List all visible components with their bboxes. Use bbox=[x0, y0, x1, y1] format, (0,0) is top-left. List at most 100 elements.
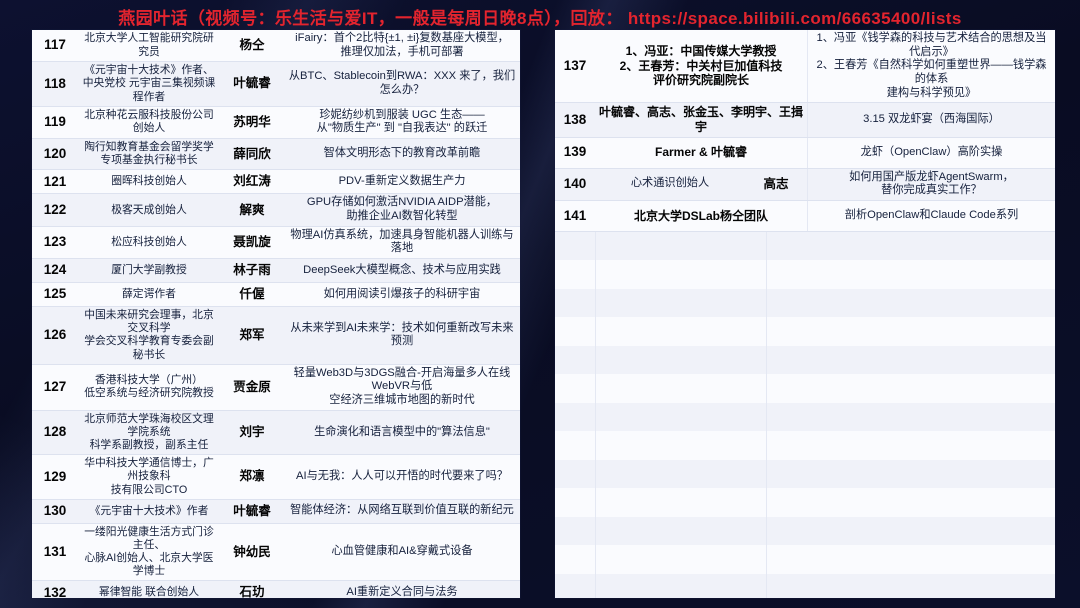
episode-number: 139 bbox=[563, 144, 587, 160]
table-row: 128 北京师范大学珠海校区文理学院系统 科学系副教授，副系主任 刘宇 生命演化和语言… bbox=[32, 410, 520, 456]
table-row: 127 香港科技大学（广州） 低空系统与经济研究院教授 贾金原 轻量Web3D与3DG… bbox=[32, 364, 520, 411]
episode-number: 131 bbox=[43, 543, 67, 559]
guest-name: 刘红涛 bbox=[233, 174, 271, 189]
guest-affiliation: 华中科技大学通信博士，广州技象科 技有限公司CTO bbox=[84, 457, 214, 496]
guest-affiliation: 香港科技大学（广州） 低空系统与经济研究院教授 bbox=[84, 374, 214, 400]
episode-topic: 轻量Web3D与3DGS融合-开启海量多人在线WebVR与低 空经济三维城市地图… bbox=[293, 366, 511, 407]
table-row: 120 陶行知教育基金会留学奖学 专项基金执行秘书长 薛同欣 智体文明形态下的教育改革… bbox=[32, 139, 520, 171]
table-row: 129 华中科技大学通信博士，广州技象科 技有限公司CTO 郑凛 AI与无我：人人可以… bbox=[32, 455, 520, 500]
guest-name: 郑军 bbox=[239, 327, 265, 342]
page-title: 燕园叶话（视频号：乐生活与爱IT，一般是每周日晚8点），回放： https://… bbox=[118, 9, 962, 28]
episode-number: 128 bbox=[43, 424, 67, 440]
guest-affiliation: 薛定谔作者 bbox=[122, 288, 176, 301]
guest-affiliation: 心术通识创始人 bbox=[630, 177, 710, 190]
table-row: 130 《元宇宙十大技术》作者 叶毓睿 智能体经济：从网络互联到价值互联的新纪元 bbox=[32, 499, 520, 524]
guest-affiliation: 中国未来研究会理事，北京交叉科学 学会交叉科学教育专委会副秘书长 bbox=[84, 309, 214, 361]
episode-topic: 珍妮纺纱机到服装 UGC 生态—— 从"物质生产" 到 "自我表达" 的跃迁 bbox=[316, 108, 488, 135]
guest-name: 仟偓 bbox=[239, 286, 265, 301]
episode-topic: 生命演化和语言模型中的"算法信息" bbox=[314, 425, 490, 438]
guest-affiliation: 北京师范大学珠海校区文理学院系统 科学系副教授，副系主任 bbox=[84, 412, 214, 452]
guest-name: 郑凛 bbox=[239, 469, 265, 484]
episode-topic: 智体文明形态下的教育改革前瞻 bbox=[323, 147, 481, 160]
episode-number: 117 bbox=[44, 37, 66, 53]
guest-name: 刘宇 bbox=[239, 424, 265, 439]
episode-number: 118 bbox=[44, 75, 66, 91]
episode-topic: PDV-重新定义数据生产力 bbox=[338, 175, 466, 188]
guest-affiliation: 幂律智能 联合创始人 bbox=[98, 586, 200, 598]
guest-affiliation: 厦门大学副教授 bbox=[111, 264, 187, 277]
episode-number: 129 bbox=[43, 468, 67, 484]
episode-number: 119 bbox=[44, 114, 66, 130]
table-row: 141 北京大学DSLab杨仝团队 剖析OpenClaw和Claude Code系列 bbox=[555, 200, 1055, 232]
episode-number: 127 bbox=[43, 379, 67, 395]
episode-number: 122 bbox=[43, 201, 67, 217]
table-row: 125 薛定谔作者 仟偓 如何用阅读引爆孩子的科研宇宙 bbox=[32, 283, 520, 308]
guest-affiliation: 《元宇宙十大技术》作者 bbox=[89, 504, 209, 517]
table-row: 123 松应科技创始人 聂凯旋 物理AI仿真系统，加速具身智能机器人训练与落地 bbox=[32, 226, 520, 260]
guest-names: 叶毓睿、高志、张金玉、李明宇、王揖宇 bbox=[598, 105, 803, 134]
guest-name: 高志 bbox=[763, 176, 789, 191]
episode-number: 141 bbox=[563, 207, 587, 223]
table-row: 118 《元宇宙十大技术》作者、 中央党校 元宇宙三集视频课程作者 叶毓睿 从BTC、… bbox=[32, 62, 520, 107]
episode-number: 125 bbox=[43, 286, 67, 302]
guest-name: 杨仝 bbox=[239, 38, 265, 53]
guest-names: 1、冯亚：中国传媒大学教授 2、王春芳：中关村巨加值科技 评价研究院副院长 bbox=[619, 44, 783, 88]
episode-topic: 从BTC、Stablecoin到RWA：XXX 来了，我们怎么办？ bbox=[288, 70, 516, 97]
episode-topic: 从未来学到AI未来学：技术如何重新改写未来预测 bbox=[290, 321, 514, 348]
episode-number: 138 bbox=[563, 111, 587, 127]
episode-number: 137 bbox=[563, 57, 587, 73]
episode-number: 140 bbox=[563, 175, 587, 191]
episode-topic: 剖析OpenClaw和Claude Code系列 bbox=[807, 200, 1055, 231]
episode-number: 130 bbox=[43, 503, 67, 519]
table-row: 124 厦门大学副教授 林子雨 DeepSeek大模型概念、技术与应用实践 bbox=[32, 259, 520, 284]
guest-name: 叶毓睿 bbox=[233, 503, 271, 518]
guest-names: 北京大学DSLab杨仝团队 bbox=[633, 208, 768, 223]
guest-name: 林子雨 bbox=[233, 262, 271, 277]
guest-name: 钟幼民 bbox=[233, 544, 271, 559]
episode-number: 126 bbox=[43, 327, 67, 343]
episode-topic: AI与无我：人人可以开悟的时代要来了吗？ bbox=[296, 470, 508, 483]
episode-topic: 龙虾（OpenClaw）高阶实操 bbox=[807, 137, 1055, 168]
guest-name: 薛同欣 bbox=[233, 146, 271, 161]
table-row: 122 极客天成创始人 解爽 GPU存储如何激活NVIDIA AIDP潜能， 助推企业… bbox=[32, 194, 520, 227]
guest-affiliation: 北京大学人工智能研究院研究员 bbox=[84, 32, 214, 58]
episode-topic: iFairy：首个2比特{±1, ±i}复数基座大模型， 推理仅加法，手机可部署 bbox=[295, 32, 509, 58]
table-row: 132 幂律智能 联合创始人 石玏 AI重新定义合同与法务 bbox=[32, 581, 520, 598]
table-row: 137 1、冯亚：中国传媒大学教授 2、王春芳：中关村巨加值科技 评价研究院副院长… bbox=[555, 30, 1055, 104]
table-row: 131 一缕阳光健康生活方式门诊主任、 心脉AI创始人、北京大学医学博士 钟幼民 心血… bbox=[32, 523, 520, 582]
episode-topic: GPU存储如何激活NVIDIA AIDP潜能， 助推企业AI数智化转型 bbox=[306, 196, 498, 223]
episode-number: 120 bbox=[43, 146, 67, 162]
episode-topic: AI重新定义合同与法务 bbox=[346, 586, 458, 598]
guest-affiliation: 《元宇宙十大技术》作者、 中央党校 元宇宙三集视频课程作者 bbox=[82, 64, 216, 103]
episode-number: 123 bbox=[43, 234, 67, 250]
episode-topic: 如何用阅读引爆孩子的科研宇宙 bbox=[323, 287, 481, 300]
guest-name: 贾金原 bbox=[233, 379, 271, 394]
episode-topic: 物理AI仿真系统，加速具身智能机器人训练与落地 bbox=[290, 228, 514, 255]
guest-name: 解爽 bbox=[239, 202, 265, 217]
table-row: 138 叶毓睿、高志、张金玉、李明宇、王揖宇 3.15 双龙虾宴（西海国际） bbox=[555, 103, 1055, 138]
guest-affiliation: 一缕阳光健康生活方式门诊主任、 心脉AI创始人、北京大学医学博士 bbox=[84, 525, 214, 578]
episode-topic: DeepSeek大模型概念、技术与应用实践 bbox=[303, 263, 501, 276]
table-row: 117 北京大学人工智能研究院研究员 杨仝 iFairy：首个2比特{±1, ±i}复… bbox=[32, 30, 520, 63]
empty-table-area bbox=[555, 231, 1055, 598]
table-row: 140 心术通识创始人 高志 如何用国产版龙虾AgentSwarm， 替你完成真实工作… bbox=[555, 168, 1055, 201]
guest-name: 石玏 bbox=[239, 585, 265, 598]
episode-topic: 智能体经济：从网络互联到价值互联的新纪元 bbox=[290, 504, 514, 517]
episode-number: 132 bbox=[43, 584, 67, 598]
table-row: 139 Farmer & 叶毓睿 龙虾（OpenClaw）高阶实操 bbox=[555, 137, 1055, 169]
guest-affiliation: 陶行知教育基金会留学奖学 专项基金执行秘书长 bbox=[84, 141, 214, 167]
episode-number: 121 bbox=[43, 173, 67, 189]
guest-affiliation: 极客天成创始人 bbox=[111, 203, 187, 216]
table-row: 121 圈晖科技创始人 刘红涛 PDV-重新定义数据生产力 bbox=[32, 170, 520, 195]
table-row: 119 北京种花云服科技股份公司创始人 苏明华 珍妮纺纱机到服装 UGC 生态—— 从… bbox=[32, 106, 520, 140]
table-row: 126 中国未来研究会理事，北京交叉科学 学会交叉科学教育专委会副秘书长 郑军 从未来… bbox=[32, 307, 520, 365]
guest-name: 聂凯旋 bbox=[233, 234, 271, 249]
episode-topic: 3.15 双龙虾宴（西海国际） bbox=[807, 103, 1055, 137]
guest-name: 叶毓睿 bbox=[233, 76, 271, 91]
episodes-table-left: 117 北京大学人工智能研究院研究员 杨仝 iFairy：首个2比特{±1, ±i}复… bbox=[32, 30, 520, 598]
episode-topic: 1、冯亚《钱学森的科技与艺术结合的思想及当代启示》 2、王春芳《自然科学如何重塑… bbox=[807, 30, 1055, 103]
episode-number: 124 bbox=[43, 262, 67, 278]
guest-name: 苏明华 bbox=[233, 114, 271, 129]
episode-topic: 如何用国产版龙虾AgentSwarm， 替你完成真实工作？ bbox=[807, 168, 1055, 200]
